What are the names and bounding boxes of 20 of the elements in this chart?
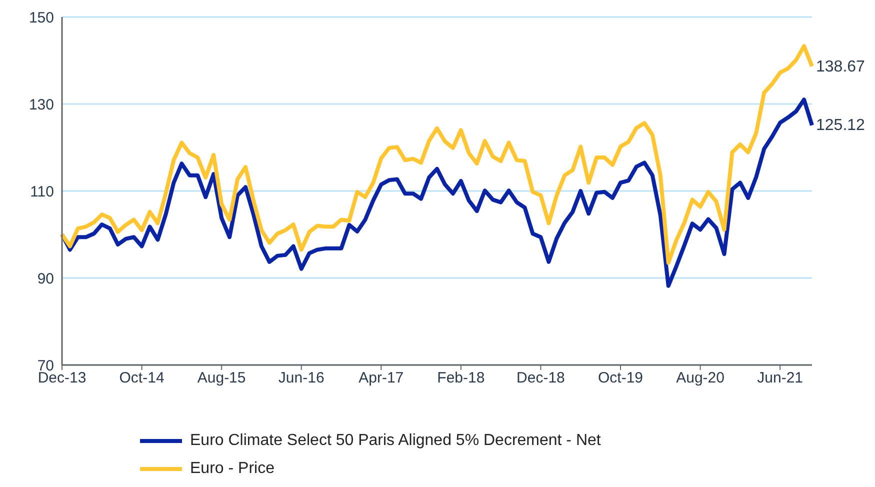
legend-label: Euro - Price xyxy=(190,460,274,478)
y-tick-label: 150 xyxy=(28,9,54,26)
x-tick-label: Dec-18 xyxy=(516,370,565,387)
y-tick-label: 130 xyxy=(28,96,54,114)
x-tick-label: Aug-20 xyxy=(676,370,724,387)
x-tick-label: Oct-14 xyxy=(119,370,164,387)
line-series xyxy=(60,98,814,288)
legend-label: Euro Climate Select 50 Paris Aligned 5% Decrement - Net xyxy=(190,432,601,450)
x-tick-label: Aug-15 xyxy=(197,370,246,387)
x-tick-label: Oct-19 xyxy=(598,370,644,387)
x-tick-label: Jun-21 xyxy=(757,370,804,387)
x-tick-label: Feb-18 xyxy=(437,370,485,387)
y-tick-label: 110 xyxy=(30,183,54,200)
x-tick-label: Jun-16 xyxy=(278,370,324,387)
data-label: 138.67 xyxy=(816,58,866,76)
line-series xyxy=(60,44,814,265)
x-tick-label: Apr-17 xyxy=(358,370,404,387)
y-tick-label: 90 xyxy=(37,270,54,288)
x-tick-label: Dec-13 xyxy=(38,370,86,387)
data-label: 125.12 xyxy=(816,117,866,134)
